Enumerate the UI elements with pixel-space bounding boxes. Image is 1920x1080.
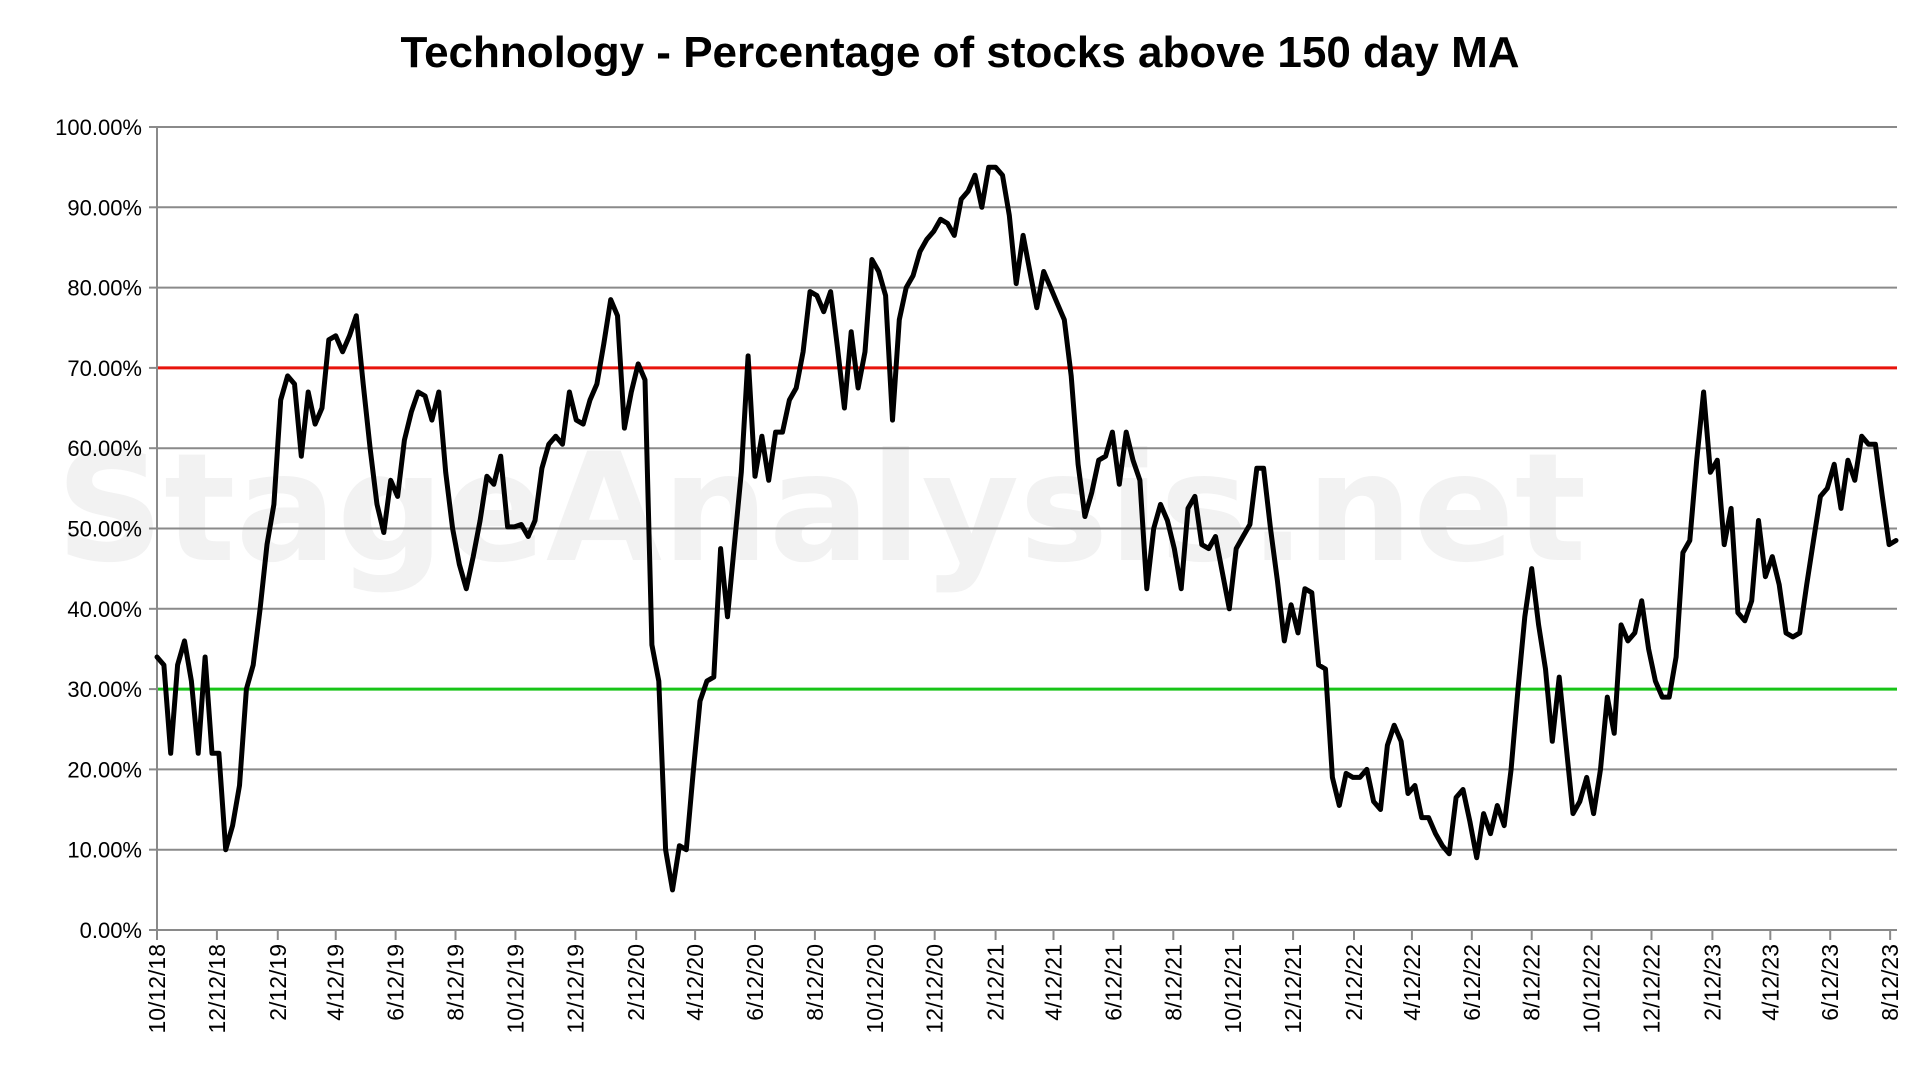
x-tick-label: 10/12/18 [144,944,170,1034]
x-tick-label: 8/12/23 [1877,944,1903,1021]
x-tick-label: 12/12/20 [922,944,948,1034]
y-tick-label: 90.00% [67,195,142,220]
axes [149,126,1897,940]
reference-lines [157,366,1897,691]
x-tick-label: 8/12/22 [1519,944,1545,1021]
x-tick-label: 2/12/19 [265,944,291,1021]
x-tick-label: 10/12/22 [1579,944,1605,1034]
x-tick-label: 12/12/19 [562,944,588,1034]
x-tick-label: 10/12/20 [862,944,888,1034]
x-tick-label: 6/12/20 [742,944,768,1021]
y-axis-tick-labels: 0.00% 10.00% 20.00% 30.00% 40.00% 50.00% 60.00… [55,115,142,943]
y-tick-label: 70.00% [67,356,142,381]
y-tick-label: 100.00% [55,115,142,140]
y-tick-label: 40.00% [67,597,142,622]
series-layer [154,164,1899,893]
x-tick-label: 10/12/21 [1220,944,1246,1034]
x-tick-label: 2/12/21 [983,944,1009,1021]
x-tick-label: 4/12/22 [1399,944,1425,1021]
x-tick-label: 12/12/21 [1280,944,1306,1034]
y-tick-label: 80.00% [67,276,142,301]
y-tick-label: 0.00% [80,918,142,943]
x-tick-label: 4/12/23 [1757,944,1783,1021]
x-tick-label: 4/12/19 [323,944,349,1021]
x-tick-label: 8/12/20 [802,944,828,1021]
x-tick-label: 8/12/19 [443,944,469,1021]
x-tick-label: 10/12/19 [502,944,528,1034]
x-tick-label: 6/12/21 [1100,944,1126,1021]
y-tick-label: 30.00% [67,677,142,702]
x-tick-label: 4/12/21 [1041,944,1067,1021]
x-axis-tick-labels: 10/12/18 12/12/18 2/12/19 4/12/19 6/12/19 8/1… [144,944,1903,1034]
x-tick-label: 6/12/23 [1817,944,1843,1021]
x-tick-label: 8/12/21 [1160,944,1186,1021]
y-tick-label: 50.00% [67,517,142,542]
x-tick-label: 2/12/20 [623,944,649,1021]
y-tick-label: 10.00% [67,838,142,863]
x-tick-label: 6/12/19 [383,944,409,1021]
chart-title: Technology - Percentage of stocks above … [400,28,1520,77]
x-tick-label: 12/12/18 [204,944,230,1034]
x-tick-label: 2/12/22 [1341,944,1367,1021]
x-tick-label: 4/12/20 [682,944,708,1021]
y-tick-label: 60.00% [67,436,142,461]
y-tick-label: 20.00% [67,757,142,782]
x-tick-label: 12/12/22 [1639,944,1665,1034]
series-line [154,164,1899,893]
x-tick-label: 6/12/22 [1459,944,1485,1021]
x-tick-label: 2/12/23 [1699,944,1725,1021]
